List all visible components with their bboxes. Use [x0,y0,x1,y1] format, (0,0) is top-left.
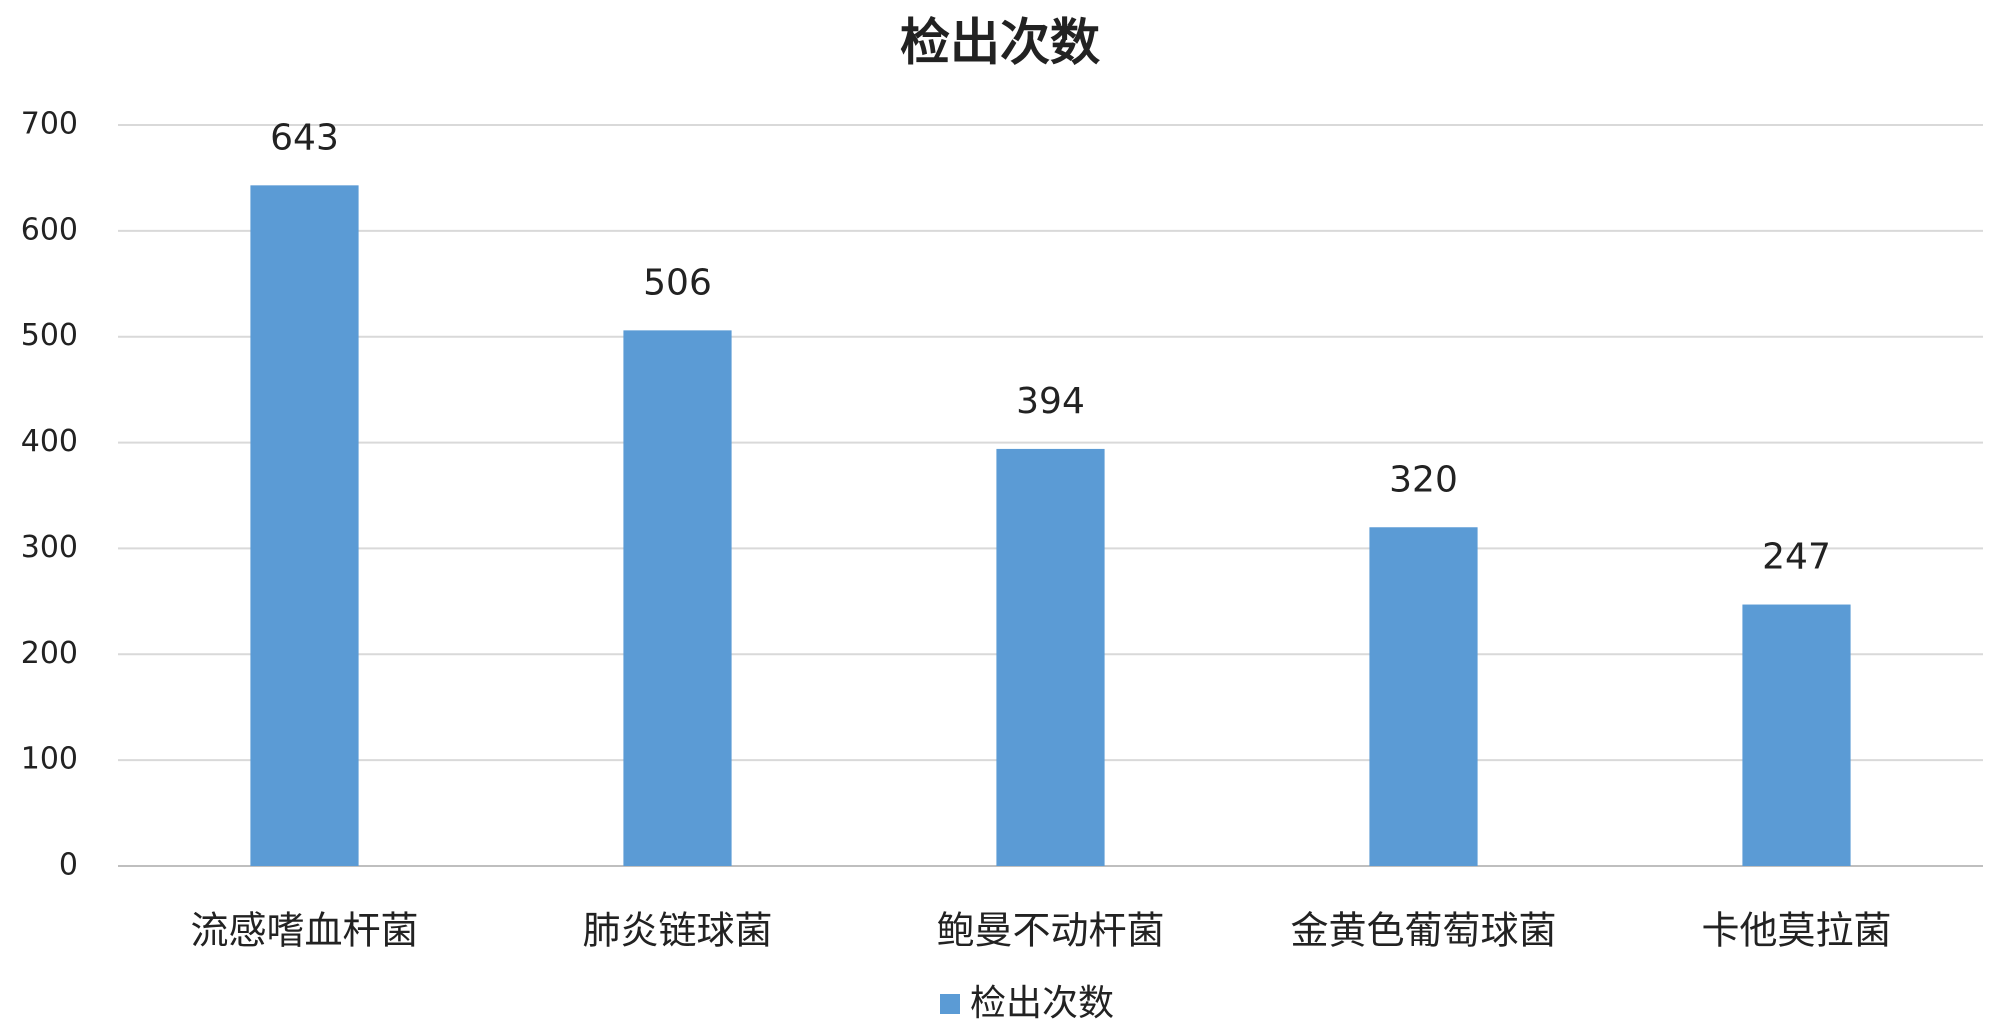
bar [996,448,1105,866]
legend-label: 检出次数 [970,983,1114,1024]
bar [623,330,732,866]
data-label: 320 [1389,459,1458,500]
y-tick-label: 500 [21,318,78,353]
y-tick-label: 300 [21,530,78,565]
y-tick-label: 100 [21,742,78,777]
bar [1369,527,1478,866]
data-label: 394 [1016,381,1085,422]
legend-swatch [940,994,960,1014]
x-tick-label: 流感嗜血杆菌 [190,909,418,953]
x-tick-label: 金黄色葡萄球菌 [1290,909,1556,953]
x-tick-label: 卡他莫拉菌 [1701,909,1891,953]
data-label: 247 [1762,537,1831,578]
y-tick-label: 200 [21,636,78,671]
x-tick-label: 鲍曼不动杆菌 [936,909,1164,953]
bar [1742,604,1851,866]
y-tick-label: 600 [21,212,78,247]
y-tick-label: 0 [59,848,78,883]
y-tick-label: 400 [21,424,78,459]
chart-title: 检出次数 [900,14,1100,72]
x-tick-label: 肺炎链球菌 [582,909,772,953]
bar [250,185,359,867]
data-label: 506 [643,262,712,303]
data-label: 643 [270,117,339,158]
y-tick-label: 700 [21,107,78,142]
